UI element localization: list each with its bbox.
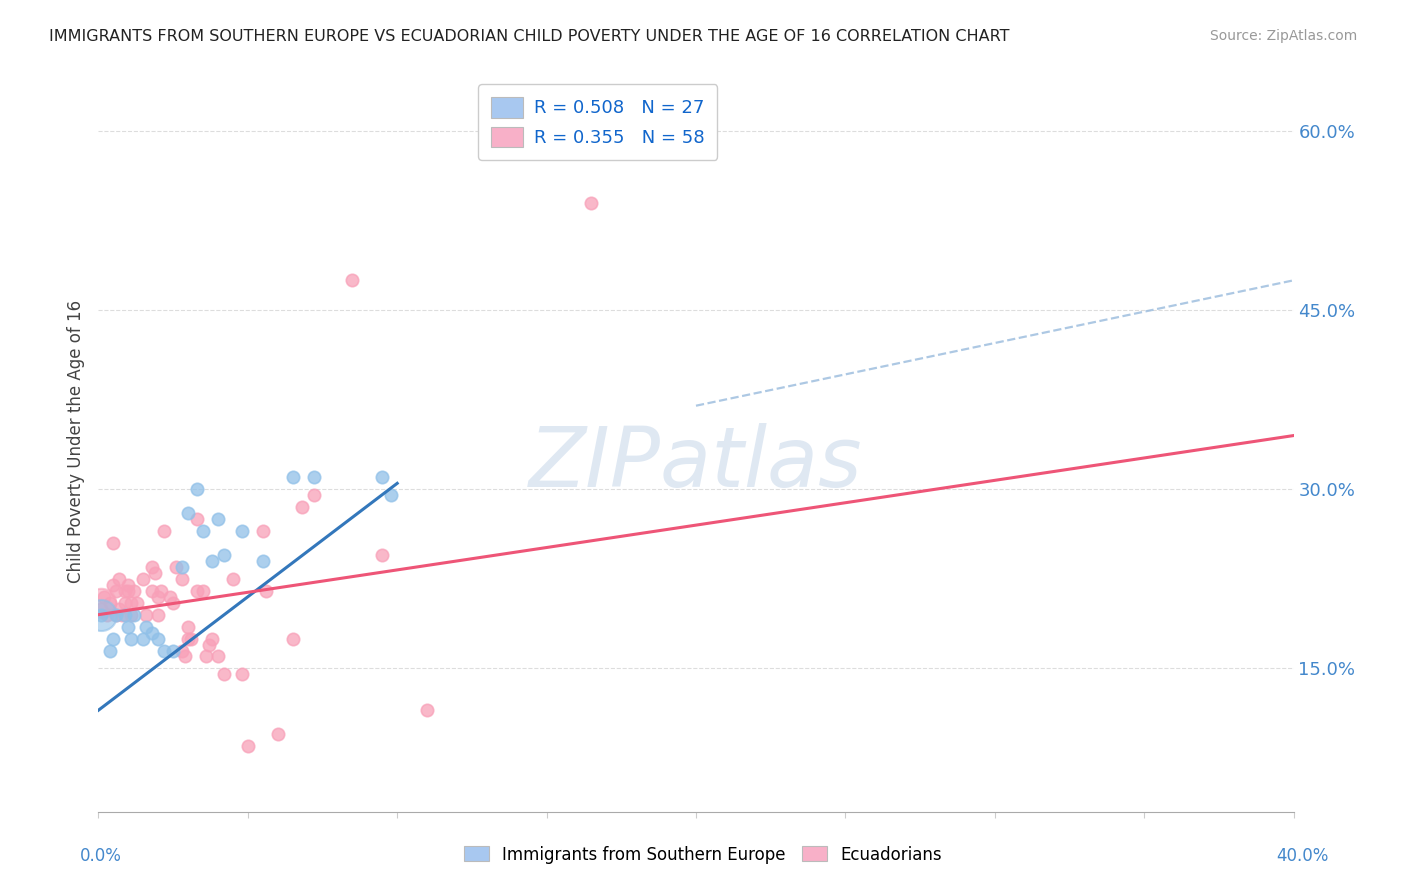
- Text: 40.0%: 40.0%: [1277, 847, 1329, 865]
- Legend: Immigrants from Southern Europe, Ecuadorians: Immigrants from Southern Europe, Ecuador…: [457, 839, 949, 871]
- Point: [90, 607, 112, 622]
- Point: [132, 572, 155, 586]
- Point: [371, 548, 394, 562]
- Point: [281, 632, 304, 646]
- Point: [90, 607, 112, 622]
- Point: [172, 560, 194, 574]
- Point: [105, 607, 128, 622]
- Legend: R = 0.508   N = 27, R = 0.355   N = 58: R = 0.508 N = 27, R = 0.355 N = 58: [478, 84, 717, 160]
- Point: [162, 596, 184, 610]
- Point: [90, 596, 112, 610]
- Y-axis label: Child Poverty Under the Age of 16: Child Poverty Under the Age of 16: [66, 300, 84, 583]
- Point: [98, 596, 122, 610]
- Point: [127, 596, 149, 610]
- Point: [177, 632, 200, 646]
- Point: [148, 607, 170, 622]
- Point: [281, 470, 304, 484]
- Point: [141, 583, 163, 598]
- Point: [141, 625, 163, 640]
- Point: [117, 578, 139, 592]
- Point: [135, 607, 157, 622]
- Point: [186, 512, 208, 526]
- Point: [222, 572, 245, 586]
- Text: Source: ZipAtlas.com: Source: ZipAtlas.com: [1209, 29, 1357, 43]
- Point: [114, 596, 136, 610]
- Point: [186, 583, 208, 598]
- Point: [172, 643, 194, 657]
- Point: [380, 488, 402, 502]
- Point: [177, 506, 200, 520]
- Point: [114, 583, 136, 598]
- Point: [172, 572, 194, 586]
- Point: [103, 632, 125, 646]
- Point: [98, 643, 122, 657]
- Text: 0.0%: 0.0%: [80, 847, 122, 865]
- Text: IMMIGRANTS FROM SOUTHERN EUROPE VS ECUADORIAN CHILD POVERTY UNDER THE AGE OF 16 : IMMIGRANTS FROM SOUTHERN EUROPE VS ECUAD…: [49, 29, 1010, 44]
- Point: [231, 667, 253, 681]
- Point: [114, 607, 136, 622]
- Point: [177, 619, 200, 633]
- Point: [191, 524, 214, 538]
- Point: [148, 590, 170, 604]
- Point: [236, 739, 259, 753]
- Point: [120, 607, 142, 622]
- Point: [186, 483, 208, 497]
- Point: [124, 607, 146, 622]
- Point: [159, 590, 181, 604]
- Point: [207, 649, 229, 664]
- Point: [103, 536, 125, 550]
- Text: ZIPatlas: ZIPatlas: [529, 423, 863, 504]
- Point: [207, 512, 229, 526]
- Point: [111, 607, 134, 622]
- Point: [120, 632, 142, 646]
- Point: [150, 583, 173, 598]
- Point: [90, 601, 112, 615]
- Point: [212, 667, 235, 681]
- Point: [93, 590, 115, 604]
- Point: [117, 583, 139, 598]
- Point: [195, 649, 218, 664]
- Point: [141, 560, 163, 574]
- Point: [267, 727, 290, 741]
- Point: [174, 649, 197, 664]
- Point: [252, 524, 274, 538]
- Point: [105, 583, 128, 598]
- Point: [143, 566, 166, 580]
- Point: [108, 572, 131, 586]
- Point: [371, 470, 394, 484]
- Point: [103, 578, 125, 592]
- Point: [153, 524, 176, 538]
- Point: [180, 632, 202, 646]
- Point: [96, 607, 118, 622]
- Point: [117, 619, 139, 633]
- Point: [581, 195, 603, 210]
- Point: [198, 638, 221, 652]
- Point: [212, 548, 235, 562]
- Point: [302, 470, 325, 484]
- Point: [302, 488, 325, 502]
- Point: [416, 703, 439, 717]
- Point: [291, 500, 314, 515]
- Point: [162, 643, 184, 657]
- Point: [132, 632, 155, 646]
- Point: [342, 273, 364, 287]
- Point: [105, 607, 128, 622]
- Point: [254, 583, 277, 598]
- Point: [252, 554, 274, 568]
- Point: [231, 524, 253, 538]
- Point: [201, 554, 224, 568]
- Point: [135, 619, 157, 633]
- Point: [108, 601, 131, 615]
- Point: [191, 583, 214, 598]
- Point: [148, 632, 170, 646]
- Point: [201, 632, 224, 646]
- Point: [120, 596, 142, 610]
- Point: [124, 583, 146, 598]
- Point: [165, 560, 187, 574]
- Point: [153, 643, 176, 657]
